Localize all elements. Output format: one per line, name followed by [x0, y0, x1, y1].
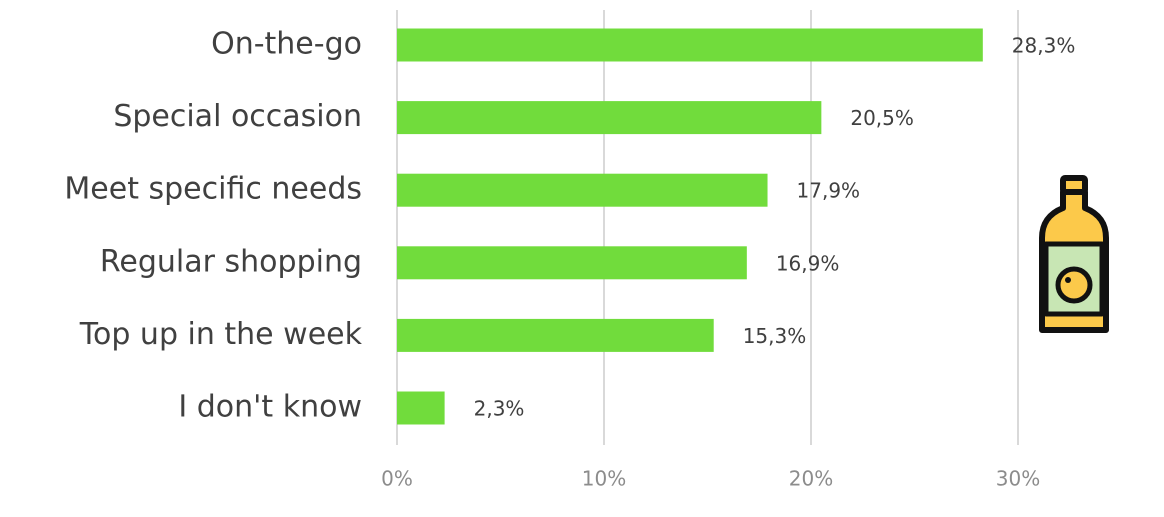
category-label: Regular shopping [100, 244, 362, 279]
category-label: I don't know [178, 390, 362, 425]
bar [397, 246, 747, 280]
bar [397, 318, 714, 352]
bar [397, 391, 445, 425]
value-label: 15,3% [743, 324, 807, 348]
x-tick-label: 10% [582, 467, 626, 491]
value-label: 28,3% [1012, 34, 1076, 58]
value-label: 20,5% [850, 106, 914, 130]
category-label: Special occasion [113, 99, 362, 134]
bar [397, 173, 768, 207]
category-label: Top up in the week [79, 317, 363, 352]
value-label: 17,9% [797, 179, 861, 203]
value-label: 2,3% [474, 397, 525, 421]
x-tick-label: 30% [996, 467, 1040, 491]
bar [397, 101, 822, 135]
value-label: 16,9% [776, 251, 840, 275]
x-tick-label: 20% [789, 467, 833, 491]
category-label: Meet specific needs [64, 172, 362, 207]
category-label: On-the-go [211, 27, 362, 62]
bar [397, 28, 983, 62]
bottle-icon [1039, 175, 1109, 333]
x-tick-label: 0% [381, 467, 413, 491]
